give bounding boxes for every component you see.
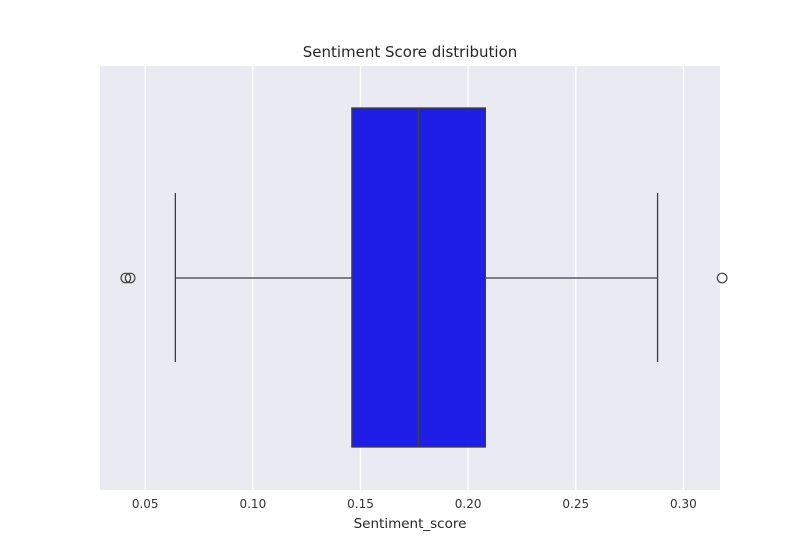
outlier-point: [120, 272, 132, 284]
chart-title: Sentiment Score distribution: [303, 43, 518, 61]
x-tick-label: 0.05: [132, 497, 159, 511]
box-element: [120, 107, 728, 448]
x-axis-label: Sentiment_score: [354, 516, 467, 532]
x-tick-label: 0.20: [455, 497, 482, 511]
outlier-point: [716, 272, 728, 284]
x-tick-label: 0.30: [670, 497, 697, 511]
x-axis-ticks: 0.05 0.10 0.15 0.20 0.25 0.30: [132, 497, 697, 511]
x-tick-label: 0.25: [562, 497, 589, 511]
x-tick-label: 0.10: [239, 497, 266, 511]
x-tick-label: 0.15: [347, 497, 374, 511]
outlier-point: [124, 272, 136, 284]
